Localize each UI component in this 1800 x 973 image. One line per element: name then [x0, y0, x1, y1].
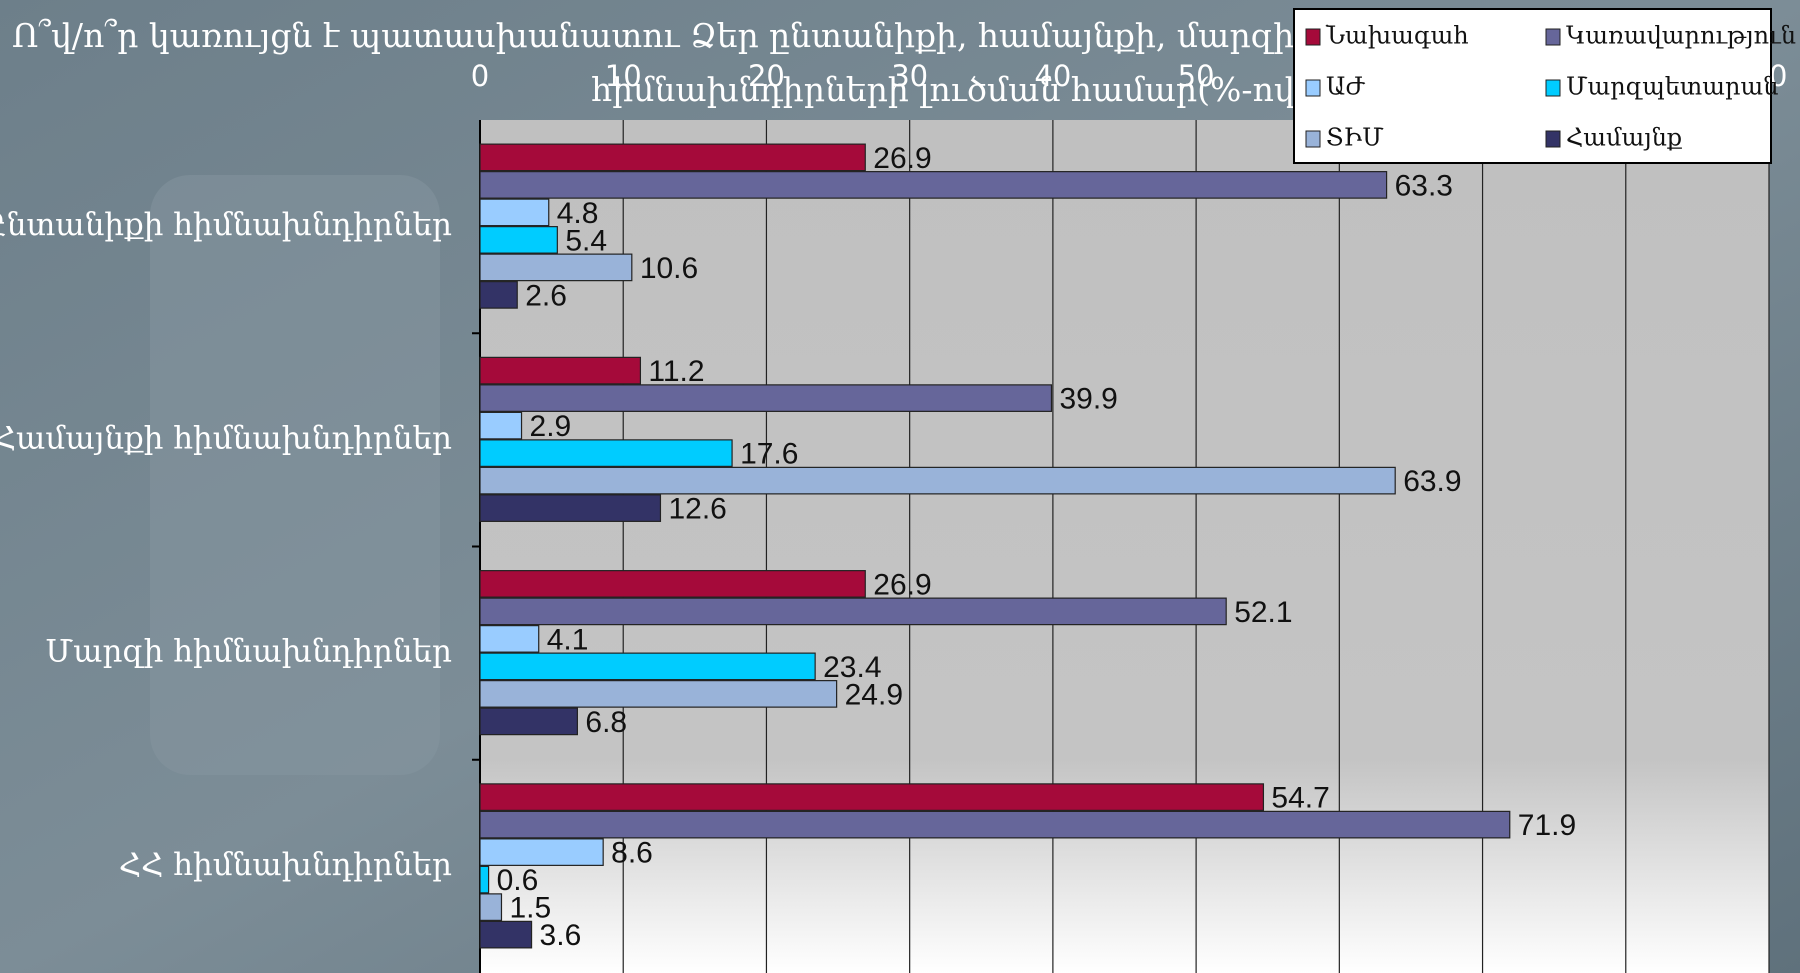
value-label: 26.9 — [873, 568, 931, 601]
bar — [479, 570, 866, 598]
x-tick-label: 0 — [471, 59, 489, 93]
bar — [479, 226, 558, 254]
x-tick-label: 30 — [891, 59, 928, 93]
value-label: 24.9 — [845, 678, 903, 711]
bar — [479, 384, 1053, 412]
bar — [479, 810, 1511, 839]
value-label: 54.7 — [1271, 782, 1329, 815]
value-label: 4.8 — [557, 197, 599, 230]
bar — [479, 597, 1227, 626]
value-label: 4.1 — [547, 623, 589, 656]
bar — [479, 893, 503, 921]
bar — [479, 680, 838, 708]
value-label: 26.9 — [873, 142, 931, 175]
legend-swatch — [1545, 130, 1561, 148]
x-tick-label: 40 — [1034, 59, 1071, 93]
legend-label: ՏԻՄ — [1326, 124, 1384, 152]
chart-title: Ո՞վ/ո՞ր կառույցն է պատասխանատու Ձեր ընտա… — [12, 16, 1537, 55]
legend-swatch — [1305, 28, 1321, 46]
value-label: 2.9 — [530, 410, 572, 443]
value-label: 63.3 — [1395, 169, 1453, 202]
legend-label: ԱԺ — [1326, 73, 1365, 101]
value-label: 5.4 — [565, 224, 607, 257]
bar — [479, 253, 633, 282]
y-tick-label: Ընտանիքի հիմնախնդիրներ — [0, 207, 452, 243]
value-label: 11.2 — [648, 355, 704, 388]
y-tick-label: Համայնքի հիմնախնդիրներ — [0, 420, 452, 456]
value-label: 6.8 — [585, 706, 627, 739]
legend-swatch — [1305, 79, 1321, 97]
legend-label: Կառավարություն — [1566, 22, 1796, 50]
value-label: 52.1 — [1234, 596, 1292, 629]
bar — [479, 920, 533, 949]
decoration — [150, 175, 440, 775]
bar — [479, 494, 662, 522]
bar — [479, 411, 523, 440]
x-tick-label: 50 — [1178, 59, 1215, 93]
bar — [479, 466, 1396, 495]
legend-swatch — [1305, 130, 1321, 148]
legend-label: Նախագահ — [1325, 22, 1469, 50]
value-label: 39.9 — [1059, 383, 1117, 416]
bar — [479, 625, 540, 653]
value-label: 0.6 — [497, 864, 539, 897]
bar — [479, 143, 866, 172]
value-label: 63.9 — [1403, 465, 1461, 498]
bar — [479, 838, 604, 866]
legend-label: Համայնք — [1566, 124, 1683, 152]
x-tick-label: 10 — [605, 59, 642, 93]
bar — [479, 865, 490, 894]
x-tick-label: 20 — [748, 59, 785, 93]
bar — [479, 439, 733, 467]
value-label: 23.4 — [823, 651, 881, 684]
value-label: 17.6 — [740, 438, 798, 471]
value-label: 1.5 — [509, 892, 551, 925]
bar — [479, 652, 816, 681]
value-label: 10.6 — [640, 252, 698, 285]
bar — [479, 356, 642, 385]
bar — [479, 281, 518, 309]
legend — [1293, 8, 1772, 164]
value-label: 12.6 — [668, 493, 726, 526]
legend-swatch — [1545, 28, 1561, 46]
bar — [479, 783, 1265, 811]
legend-label: Մարզպետարան — [1566, 73, 1778, 101]
value-label: 71.9 — [1518, 809, 1576, 842]
bar — [479, 171, 1388, 199]
y-tick-label: Մարզի հիմնախնդիրներ — [45, 634, 452, 670]
value-label: 2.6 — [525, 279, 567, 312]
y-tick-label: ՀՀ հիմնախնդիրներ — [119, 847, 452, 883]
value-label: 3.6 — [540, 919, 582, 952]
plot-area — [480, 120, 1769, 973]
chart-title: հիմնախնդիրների լուծման համար(%-ով): — [591, 70, 1318, 109]
bar — [479, 707, 578, 736]
legend-swatch — [1545, 79, 1561, 97]
value-label: 8.6 — [611, 837, 653, 870]
bar — [479, 198, 550, 227]
